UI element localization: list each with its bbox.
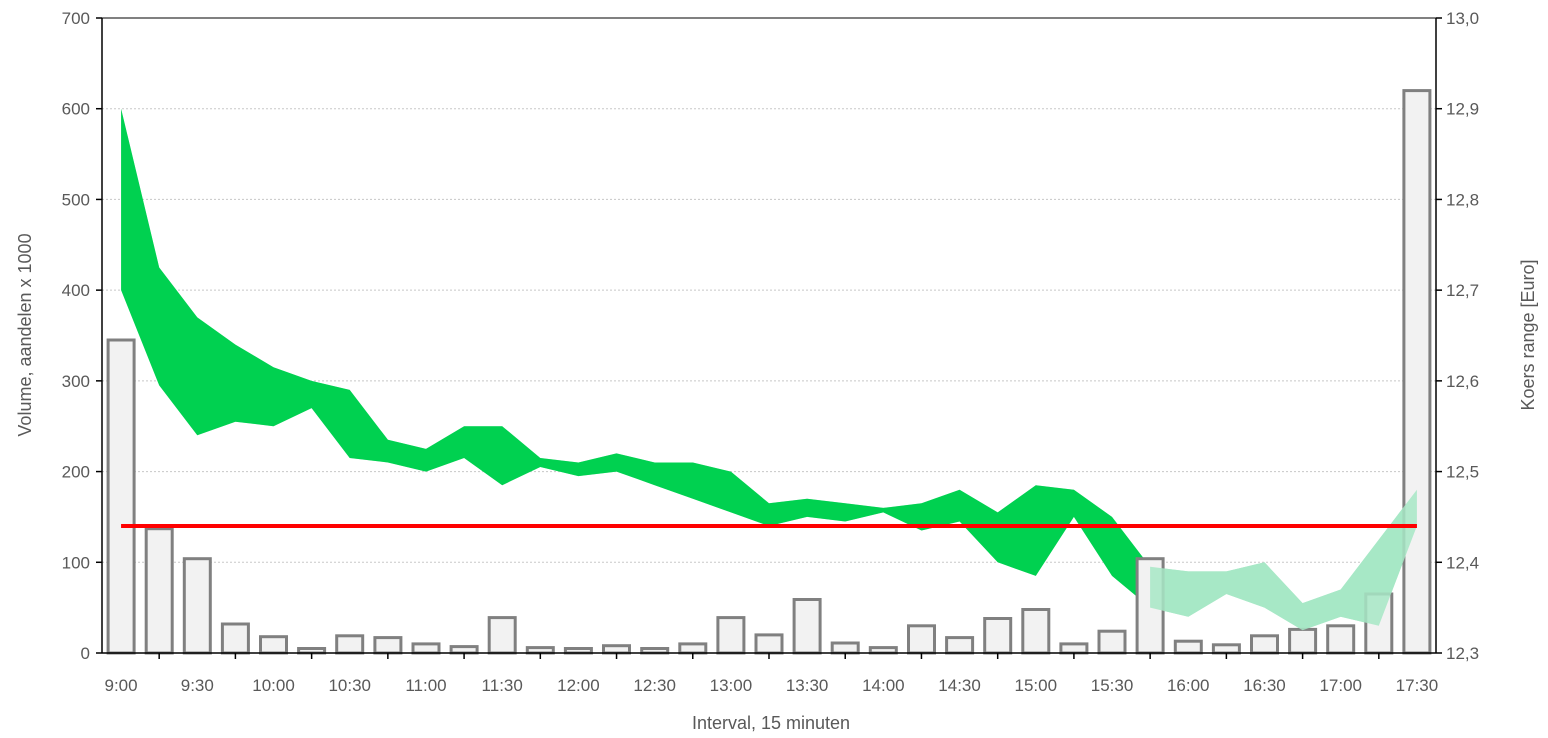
y-left-tick-label: 200 (62, 463, 90, 482)
volume-bar (1211, 643, 1241, 655)
y-left-tick-label: 100 (62, 553, 90, 572)
y-left-tick-label: 500 (62, 190, 90, 209)
volume-bar (945, 636, 975, 655)
volume-bar (1021, 608, 1051, 655)
x-tick-label: 11:30 (482, 676, 523, 695)
y-left-tick-label: 300 (62, 372, 90, 391)
volume-bar (983, 617, 1013, 655)
x-tick-label: 10:00 (252, 676, 295, 695)
x-tick-label: 15:00 (1015, 676, 1058, 695)
x-tick-label: 12:30 (633, 676, 676, 695)
y-right-tick-label: 12,6 (1446, 372, 1479, 391)
volume-bar (792, 598, 822, 655)
volume-bar (716, 616, 746, 655)
volume-bar (487, 616, 517, 655)
x-tick-label: 17:00 (1319, 676, 1362, 695)
price-range-band (121, 108, 1417, 631)
y-axis-right-title: Koers range [Euro] (1518, 259, 1538, 410)
tick-labels: 0 100 200 300 400 500 600 700 12,3 12,4 12,5 12,6 12… (62, 9, 1479, 695)
y-left-tick-label: 400 (62, 281, 90, 300)
y-right-tick-label: 12,7 (1446, 281, 1479, 300)
volume-bar (1097, 629, 1127, 655)
volume-bar (1402, 89, 1432, 655)
y-axis-left-title: Volume, aandelen x 1000 (15, 233, 35, 436)
x-tick-label: 9:00 (105, 676, 138, 695)
price-range-band-main (121, 108, 1151, 608)
price-range-band-faded (121, 108, 1417, 631)
volume-bar (754, 633, 784, 655)
y-right-tick-label: 12,4 (1446, 553, 1479, 572)
x-tick-label: 10:30 (328, 676, 371, 695)
volume-bar (1059, 642, 1089, 655)
volume-bar (868, 646, 898, 655)
y-left-tick-label: 0 (81, 644, 90, 663)
volume-bar (907, 624, 936, 655)
volume-bar (830, 641, 860, 655)
y-right-tick-label: 12,3 (1446, 644, 1479, 663)
x-tick-label: 9:30 (181, 676, 214, 695)
x-tick-label: 12:00 (557, 676, 600, 695)
y-left-tick-label: 600 (62, 100, 90, 119)
x-tick-label: 14:00 (862, 676, 905, 695)
volume-bar (602, 644, 631, 655)
x-tick-label: 13:00 (710, 676, 753, 695)
volume-bar (1250, 634, 1279, 655)
volume-bar (259, 635, 288, 655)
x-tick-label: 16:00 (1167, 676, 1210, 695)
volume-bars (106, 89, 1432, 655)
x-tick-label: 13:30 (786, 676, 829, 695)
volume-bar (182, 557, 212, 655)
volume-bar (106, 338, 136, 655)
x-tick-label: 17:30 (1396, 676, 1439, 695)
x-axis-title: Interval, 15 minuten (692, 713, 850, 733)
volume-bar (335, 634, 365, 655)
volume-bar (373, 636, 403, 655)
x-tick-label: 15:30 (1091, 676, 1134, 695)
axes (96, 17, 1442, 659)
volume-bar (449, 645, 479, 655)
y-left-tick-label: 700 (62, 9, 90, 28)
y-right-tick-label: 13,0 (1446, 9, 1479, 28)
volume-bar (1173, 639, 1203, 655)
x-tick-label: 16:30 (1243, 676, 1286, 695)
gridlines (102, 17, 1436, 563)
volume-bar (525, 646, 555, 655)
y-right-tick-label: 12,8 (1446, 190, 1479, 209)
y-right-tick-label: 12,9 (1446, 100, 1479, 119)
volume-bar (144, 527, 174, 655)
volume-bar (678, 642, 708, 655)
volume-bar (1326, 624, 1356, 655)
y-right-tick-label: 12,5 (1446, 463, 1479, 482)
volume-bar (1288, 627, 1318, 655)
x-tick-label: 11:00 (405, 676, 446, 695)
x-tick-label: 14:30 (938, 676, 981, 695)
price-range-band-overlay (1150, 489, 1417, 631)
volume-bar (220, 622, 250, 655)
volume-bar (411, 642, 441, 655)
